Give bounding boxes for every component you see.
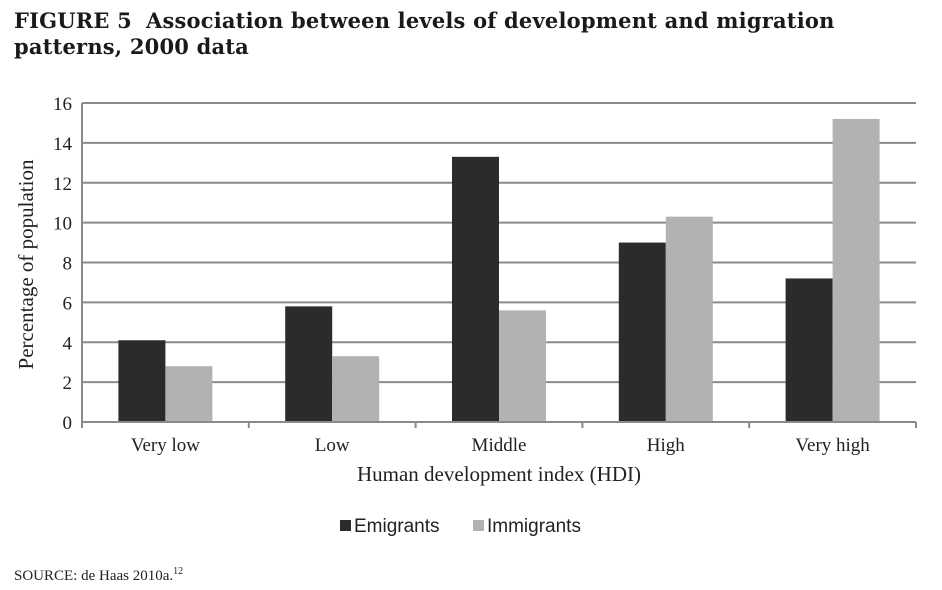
- legend-label-emigrants: Emigrants: [354, 516, 440, 537]
- bar-immigrants-very-high: [832, 118, 880, 422]
- bar-immigrants-very-low: [165, 366, 213, 422]
- y-tick-label: 10: [53, 214, 72, 235]
- bar-immigrants-high: [665, 216, 713, 422]
- legend-swatch-immigrants: [473, 520, 484, 531]
- y-tick-label: 14: [53, 134, 73, 155]
- bar-emigrants-low: [285, 306, 333, 422]
- x-tick-label: Low: [315, 435, 350, 456]
- bar-emigrants-middle: [452, 156, 499, 423]
- bar-immigrants-middle: [499, 310, 546, 422]
- figure-title: FIGURE 5 Association between levels of de…: [14, 8, 914, 60]
- y-tick-label: 16: [53, 94, 72, 115]
- x-tick-label: Very low: [131, 435, 200, 456]
- bar-emigrants-very-high: [785, 278, 833, 422]
- y-tick-label: 8: [63, 254, 73, 275]
- x-tick-labels: Very low Low Middle High Very high: [131, 435, 870, 456]
- y-tick-labels: 0 2 4 6 8 10 12 14 16: [53, 94, 73, 434]
- source-text: SOURCE: de Haas 2010a.: [14, 568, 174, 584]
- source-footnote: 12: [173, 566, 184, 577]
- source-note: SOURCE: de Haas 2010a.12: [14, 566, 183, 585]
- axes: [81, 103, 917, 428]
- bars: [118, 118, 880, 423]
- y-tick-label: 0: [63, 413, 73, 434]
- y-tick-label: 2: [63, 373, 73, 394]
- figure-label: FIGURE 5: [14, 8, 132, 33]
- figure-caption: Association between levels of developmen…: [14, 8, 835, 59]
- bar-emigrants-high: [618, 242, 666, 422]
- bar-emigrants-very-low: [118, 340, 166, 422]
- y-tick-label: 6: [63, 293, 73, 314]
- x-tick-label: Middle: [472, 435, 527, 456]
- legend: Emigrants Immigrants: [340, 516, 581, 537]
- y-axis-title: Percentage of population: [14, 159, 38, 369]
- x-axis-title: Human development index (HDI): [357, 462, 641, 486]
- x-tick-label: High: [647, 435, 686, 456]
- legend-swatch-emigrants: [340, 520, 351, 531]
- x-tick-label: Very high: [795, 435, 870, 456]
- legend-label-immigrants: Immigrants: [487, 516, 581, 537]
- bar-immigrants-low: [332, 356, 380, 422]
- y-tick-label: 4: [63, 333, 73, 354]
- y-tick-label: 12: [53, 174, 72, 195]
